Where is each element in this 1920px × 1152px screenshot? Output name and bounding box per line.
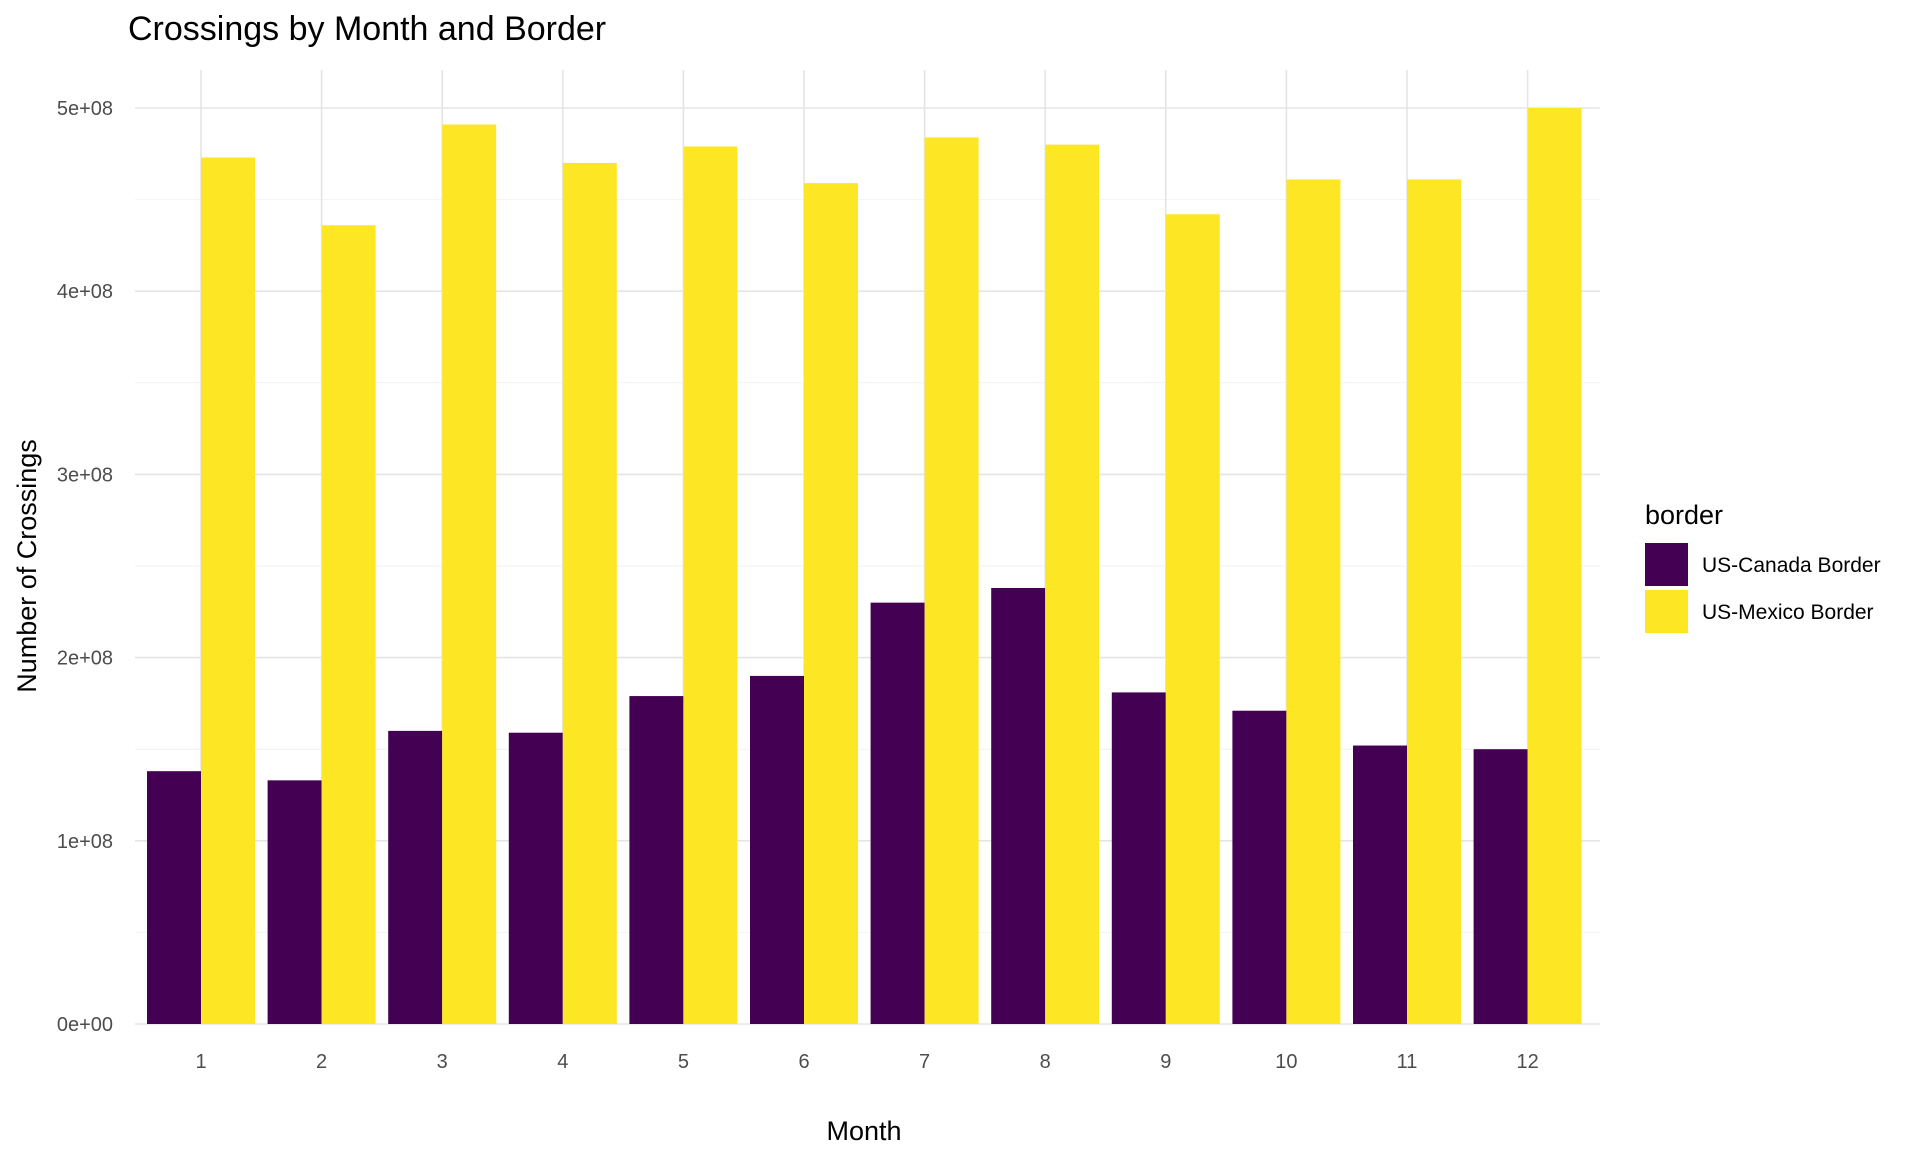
bar-us-mexico-border-month-10 [1286, 179, 1341, 1024]
bar-us-canada-border-month-4 [508, 732, 563, 1024]
bar-us-canada-border-month-7 [870, 602, 925, 1024]
bar-us-mexico-border-month-1 [201, 157, 255, 1025]
bar-us-canada-border-month-8 [991, 587, 1046, 1024]
y-tick-label: 3e+08 [57, 464, 113, 486]
legend-items: US-Canada Border US-Mexico Border [1645, 543, 1881, 633]
bar-us-canada-border-month-6 [750, 675, 804, 1024]
bar-us-mexico-border-month-3 [442, 124, 497, 1025]
x-tick-label: 3 [437, 1051, 448, 1073]
bar-us-canada-border-month-2 [267, 780, 322, 1024]
legend-swatch [1645, 590, 1688, 633]
x-tick-label: 10 [1275, 1051, 1297, 1073]
bar-us-mexico-border-month-2 [321, 225, 376, 1025]
bar-us-mexico-border-month-8 [1045, 144, 1100, 1024]
legend-label: US-Canada Border [1702, 554, 1881, 577]
x-tick-label: 9 [1160, 1051, 1171, 1073]
x-tick-label: 8 [1040, 1051, 1051, 1073]
bar-us-canada-border-month-12 [1473, 749, 1528, 1024]
y-tick-label: 4e+08 [57, 281, 113, 303]
bar-us-canada-border-month-5 [629, 696, 684, 1024]
x-tick-label: 12 [1516, 1051, 1538, 1073]
x-tick-label: 4 [557, 1051, 568, 1073]
y-tick-label: 1e+08 [57, 831, 113, 853]
x-tick-label: 1 [195, 1051, 206, 1073]
y-tick-label: 5e+08 [57, 98, 113, 120]
x-tick-label: 5 [678, 1051, 689, 1073]
x-tick-label: 11 [1397, 1051, 1418, 1073]
bar-us-canada-border-month-11 [1353, 745, 1407, 1024]
x-tick-label: 7 [919, 1051, 930, 1073]
bar-us-mexico-border-month-7 [924, 137, 979, 1024]
legend-label: US-Mexico Border [1702, 601, 1874, 624]
bar-us-canada-border-month-10 [1232, 710, 1287, 1024]
chart-title: Crossings by Month and Border [128, 10, 606, 48]
bar-us-mexico-border-month-9 [1165, 214, 1220, 1025]
legend-swatch [1645, 543, 1688, 586]
y-tick-label: 0e+00 [57, 1014, 113, 1036]
x-axis-ticks: 1 2 3 4 5 6 7 8 9 10 11 12 [195, 1051, 1538, 1073]
bar-us-mexico-border-month-4 [562, 162, 617, 1024]
bar-us-canada-border-month-3 [388, 730, 443, 1024]
x-tick-label: 2 [316, 1051, 327, 1073]
bars [147, 108, 1582, 1025]
bar-us-mexico-border-month-5 [683, 146, 738, 1025]
bar-us-canada-border-month-9 [1111, 692, 1166, 1024]
x-tick-label: 6 [798, 1051, 809, 1073]
x-axis-title: Month [826, 1116, 901, 1146]
y-axis-ticks: 0e+00 1e+08 2e+08 3e+08 4e+08 5e+08 [57, 98, 113, 1036]
legend-title: border [1645, 500, 1723, 530]
bar-us-mexico-border-month-11 [1407, 179, 1461, 1024]
y-tick-label: 2e+08 [57, 648, 113, 670]
y-axis-title: Number of Crossings [12, 439, 42, 693]
bar-us-mexico-border-month-12 [1527, 108, 1582, 1024]
legend: border US-Canada Border US-Mexico Border [1645, 500, 1881, 633]
bar-us-mexico-border-month-6 [804, 183, 858, 1024]
bar-us-canada-border-month-1 [147, 771, 201, 1024]
